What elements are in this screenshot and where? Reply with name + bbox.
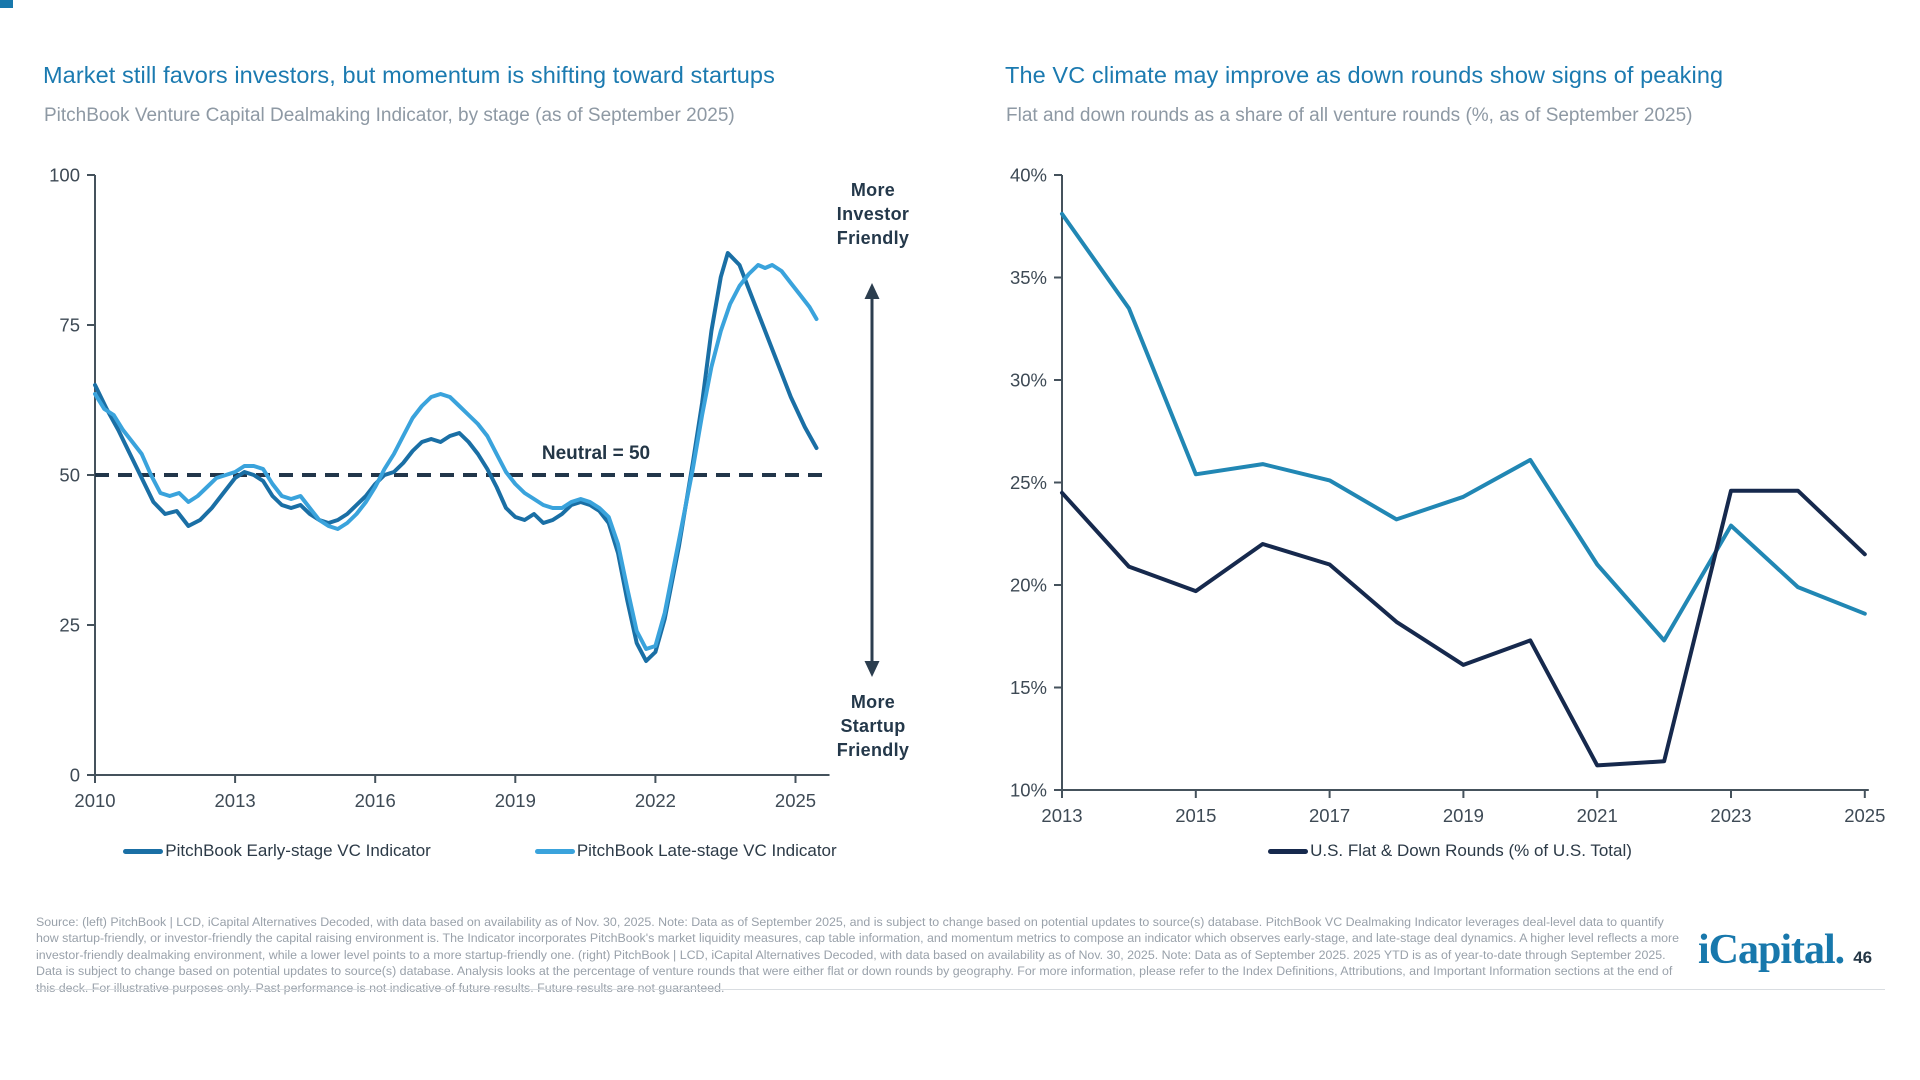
x-tick-label: 2019 [495,790,536,811]
legend-item-late-stage: PitchBook Late-stage VC Indicator [534,841,837,861]
early-stage-line-swatch [123,848,164,854]
arrow-head-up [864,283,880,299]
left-chart-subtitle: PitchBook Venture Capital Dealmaking Ind… [44,105,735,126]
x-tick-label: 2023 [1710,805,1751,826]
left-chart-legend: PitchBook Early-stage VC Indicator Pitch… [30,841,930,861]
y-tick-label: 20% [1010,575,1047,596]
annotation-more-investor-friendly: More Investor Friendly [798,178,948,250]
legend-label: PitchBook Late-stage VC Indicator [576,841,837,860]
series-line-0 [93,251,819,663]
legend-label: PitchBook Early-stage VC Indicator [165,841,431,860]
y-tick-label: 25% [1010,472,1047,493]
corner-accent [0,0,13,8]
y-tick-label: 15% [1010,677,1047,698]
right-chart-title: The VC climate may improve as down round… [1005,62,1724,88]
left-chart-title: Market still favors investors, but momen… [43,62,775,88]
x-tick-label: 2021 [1577,805,1618,826]
footer-divider [35,989,1885,990]
legend-label: U.S. Flat & Down Rounds (% of U.S. Total… [1310,841,1632,860]
y-tick-label: 100 [49,165,80,186]
x-tick-label: 2019 [1443,805,1484,826]
y-tick-label: 0 [70,765,80,786]
y-tick-label: 50 [59,465,80,486]
late-stage-line-swatch [534,848,575,854]
x-tick-label: 2016 [355,790,396,811]
right-chart-legend: U.S. Flat & Down Rounds (% of U.S. Total… [1000,841,1900,861]
footer-line: Source: (left) PitchBook | LCD, iCapital… [36,915,1664,929]
y-tick-label: 75 [59,315,80,336]
source-disclosure-text: Source: (left) PitchBook | LCD, iCapital… [36,914,1679,996]
x-tick-label: 2013 [215,790,256,811]
annotation-line: Friendly [836,228,910,248]
y-tick-label: 10% [1010,780,1047,801]
footer-line: how startup-friendly, or investor-friend… [36,931,1680,946]
page-number: 46 [1853,948,1873,967]
x-tick-label: 2013 [1041,805,1082,826]
x-tick-label: 2025 [1844,805,1885,826]
y-tick-label: 35% [1010,267,1047,288]
y-tick-label: 30% [1010,370,1047,391]
y-tick-label: 40% [1010,165,1047,186]
neutral-label: Neutral = 50 [542,443,650,464]
series-line-0 [1060,211,1867,643]
icapital-logo: iCapital. [1698,927,1845,973]
series-line-1 [93,263,819,651]
annotation-more-startup-friendly: More Startup Friendly [798,690,948,762]
series-line-1 [1060,488,1867,768]
footer-line: Data is subject to change based on poten… [36,964,1673,979]
x-tick-label: 2022 [635,790,676,811]
annotation-line: Investor [836,204,910,224]
annotation-line: More [850,180,896,200]
legend-item-early-stage: PitchBook Early-stage VC Indicator [123,841,431,861]
footer-line: investor-friendly dealmaking environment… [36,947,1666,962]
annotation-line: Friendly [836,740,910,760]
right-chart-subtitle: Flat and down rounds as a share of all v… [1006,105,1693,126]
annotation-line: More [850,692,896,712]
annotation-line: Startup [840,716,906,736]
flat-down-line-swatch [1268,848,1309,854]
x-tick-label: 2025 [775,790,816,811]
arrow-head-down [864,661,880,677]
brand-block: iCapital. 46 [1698,926,1872,974]
left-chart-canvas: 0 25 50 75 100 2010 2013 2016 2019 2022 2025 Neutra… [49,165,880,811]
y-tick-label: 25 [59,615,80,636]
right-chart-canvas: 10% 15% 20% 25% 30% 35% 40% 2013 2015 2017 2019 202… [1010,165,1885,827]
footer-line: this deck. For illustrative purposes onl… [36,980,725,995]
x-tick-label: 2015 [1175,805,1216,826]
x-tick-label: 2010 [74,790,115,811]
legend-item-us-flat-down: U.S. Flat & Down Rounds (% of U.S. Total… [1268,841,1632,861]
x-tick-label: 2017 [1309,805,1350,826]
